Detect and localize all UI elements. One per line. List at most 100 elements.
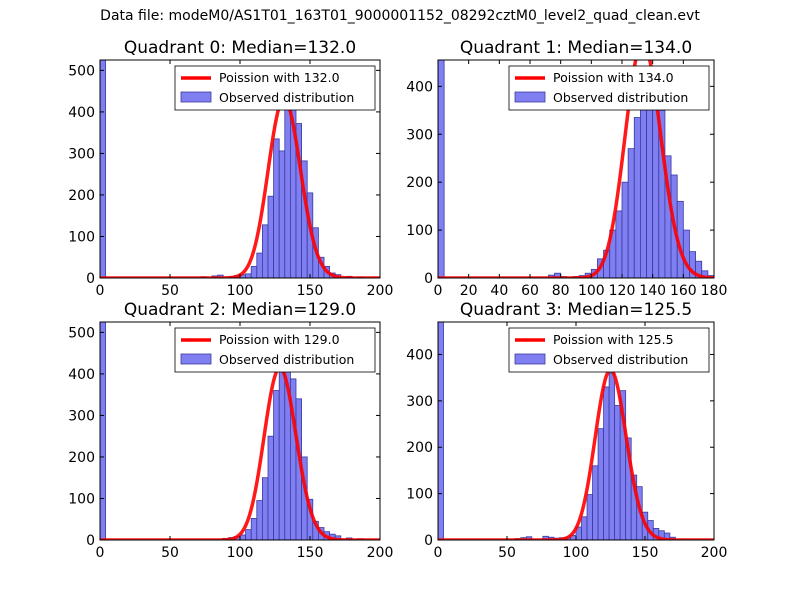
x-tick-label: 100	[563, 545, 590, 561]
quadrant-3-legend: Poission with 125.5 Observed distribution	[508, 327, 710, 373]
histogram-bar	[438, 322, 444, 540]
y-tick-label: 300	[406, 394, 433, 410]
quadrant-0-title: Quadrant 0: Median=132.0	[124, 38, 356, 58]
histogram-bar	[278, 361, 286, 540]
histogram-bar	[273, 138, 280, 278]
histogram-bar	[267, 435, 274, 540]
legend-bar-swatch	[514, 353, 546, 365]
histogram-bar	[245, 273, 252, 278]
histogram-bar	[245, 529, 252, 540]
quadrant-3-plot-area	[438, 322, 714, 540]
y-tick-label: 0	[86, 533, 95, 549]
histogram-bar	[256, 500, 263, 540]
x-tick-label: 200	[701, 545, 728, 561]
histogram-bar	[100, 60, 106, 278]
histogram-bar	[586, 494, 593, 540]
histogram-bar	[640, 102, 647, 278]
x-tick-label: 0	[434, 283, 443, 299]
histogram-bar	[592, 465, 599, 540]
y-tick-label: 100	[406, 487, 433, 503]
x-tick-label: 200	[367, 545, 394, 561]
y-tick-label: 0	[424, 271, 433, 287]
x-tick-label: 0	[96, 545, 105, 561]
x-tick-label: 50	[161, 545, 179, 561]
histogram-bar	[438, 60, 445, 278]
y-tick-label: 0	[424, 533, 433, 549]
legend-entry-observed: Observed distribution	[553, 352, 688, 367]
histogram-bar	[581, 516, 588, 540]
y-tick-label: 400	[406, 347, 433, 363]
histogram-bar	[615, 210, 623, 278]
y-tick-label: 200	[68, 188, 95, 204]
x-tick-label: 200	[367, 283, 394, 299]
x-tick-label: 150	[632, 545, 659, 561]
histogram-bar	[695, 260, 703, 278]
legend-box	[174, 327, 376, 373]
x-tick-label: 50	[161, 283, 179, 299]
histogram-bar	[701, 270, 709, 278]
quadrant-3-title: Quadrant 3: Median=125.5	[460, 300, 692, 320]
histogram-bar	[597, 428, 605, 540]
x-tick-label: 20	[460, 283, 478, 299]
x-tick-label: 120	[609, 283, 636, 299]
histogram-bar	[250, 265, 258, 278]
x-tick-label: 160	[670, 283, 697, 299]
poisson-curve	[100, 366, 380, 540]
quadrant-1-axes-frame	[437, 59, 715, 279]
histogram-bar	[682, 229, 690, 278]
x-tick-label: 150	[297, 545, 324, 561]
quadrant-1-legend: Poission with 134.0 Observed distribution	[508, 65, 710, 111]
legend-bar-swatch	[180, 353, 212, 365]
histogram-bar	[614, 405, 621, 540]
quadrant-2-title: Quadrant 2: Median=129.0	[124, 300, 356, 320]
y-tick-label: 500	[68, 63, 95, 79]
figure-suptitle: Data file: modeM0/AS1T01_163T01_90000011…	[100, 8, 700, 24]
y-tick-label: 400	[406, 79, 433, 95]
histogram-bar	[278, 150, 286, 278]
y-tick-label: 500	[68, 325, 95, 341]
x-tick-label: 140	[639, 283, 666, 299]
legend-entry-observed: Observed distribution	[553, 90, 688, 105]
x-tick-label: 80	[552, 283, 570, 299]
x-tick-label: 0	[96, 283, 105, 299]
histogram-bar	[603, 386, 610, 540]
y-tick-label: 200	[406, 175, 433, 191]
y-tick-label: 100	[68, 229, 95, 245]
y-tick-label: 400	[68, 367, 95, 383]
quadrant-0-panel: Quadrant 0: Median=132.0 0 50 100 150 200 0 100…	[68, 38, 393, 299]
y-tick-label: 300	[68, 408, 95, 424]
histogram-bar	[100, 322, 106, 540]
x-tick-label: 100	[578, 283, 605, 299]
legend-box	[508, 327, 710, 373]
y-tick-label: 100	[406, 223, 433, 239]
x-tick-label: 100	[227, 545, 254, 561]
histogram-bar	[250, 518, 258, 540]
legend-bar-swatch	[180, 91, 212, 103]
histogram-bar	[261, 224, 269, 278]
legend-entry-observed: Observed distribution	[219, 352, 354, 367]
x-tick-label: 60	[521, 283, 539, 299]
histogram-bar	[627, 148, 635, 278]
y-tick-label: 200	[406, 440, 433, 456]
y-tick-label: 0	[86, 271, 95, 287]
histogram-bar	[267, 195, 274, 278]
y-tick-label: 300	[406, 127, 433, 143]
legend-box	[508, 65, 710, 111]
histogram-bar	[608, 372, 616, 540]
legend-entry-poisson: Poission with 134.0	[553, 70, 674, 85]
quadrant-3-panel: Quadrant 3: Median=125.5 0 50 100 150 200 0 100…	[406, 300, 727, 561]
poisson-curve	[100, 96, 380, 278]
legend-entry-observed: Observed distribution	[219, 90, 354, 105]
y-tick-label: 200	[68, 450, 95, 466]
histogram-bar	[621, 181, 629, 278]
histogram-bar	[261, 477, 269, 540]
poisson-curve	[438, 367, 714, 540]
y-tick-label: 300	[68, 146, 95, 162]
quadrant-0-legend: Poission with 132.0 Observed distribution	[174, 65, 376, 111]
histogram-bar	[256, 252, 263, 278]
y-tick-label: 100	[68, 491, 95, 507]
quadrant-2-legend: Poission with 129.0 Observed distribution	[174, 327, 376, 373]
legend-box	[174, 65, 376, 111]
legend-entry-poisson: Poission with 125.5	[553, 332, 674, 347]
